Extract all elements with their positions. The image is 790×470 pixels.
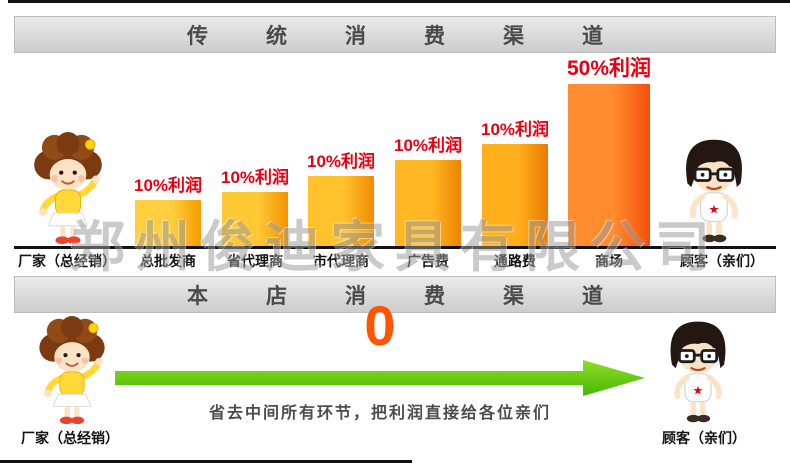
zero-profit-label: 0	[364, 294, 396, 357]
bar-profit-label: 10%利润	[306, 152, 376, 172]
store-factory-label: 厂家（总经销）	[21, 430, 119, 446]
axis-label-factory: 厂家（总经销）	[18, 253, 116, 269]
top-border-line	[8, 0, 790, 3]
axis-label-step: 通路费	[494, 253, 536, 269]
axis-label-step: 总批发商	[140, 253, 196, 269]
bar-profit-label: 10%利润	[393, 136, 463, 156]
bar-profit-label: 10%利润	[480, 120, 550, 140]
axis-label-customer: 顾客（亲们）	[680, 253, 764, 269]
arrow-caption-text: 省去中间所有环节，把利润直接给各位亲们	[208, 405, 551, 422]
bottom-border-line	[0, 460, 412, 463]
axis-label-step: 广告费	[407, 253, 449, 269]
store-customer-label: 顾客（亲们）	[662, 430, 746, 446]
bar	[568, 84, 650, 246]
axis-label-step: 市代理商	[313, 253, 369, 269]
axis-line	[14, 246, 776, 249]
factory-character-illustration	[18, 132, 118, 246]
bar	[222, 192, 288, 246]
bar-profit-label: 10%利润	[220, 168, 290, 188]
bar-item-channel-fee: 10%利润	[480, 120, 550, 246]
bar-profit-label: 50%利润	[566, 56, 652, 80]
bar	[135, 200, 201, 246]
axis-label-step: 省代理商	[227, 253, 283, 269]
axis-label-step: 商场	[595, 253, 623, 269]
store-header-text: 本店消费渠道	[187, 284, 661, 308]
customer-character-illustration	[650, 316, 746, 426]
bar-item-city-agent: 10%利润	[306, 152, 376, 246]
bar	[395, 160, 461, 246]
traditional-channel-header: 传统消费渠道	[14, 16, 776, 53]
green-arrow	[115, 360, 645, 396]
bar-item-province-agent: 10%利润	[220, 168, 290, 246]
bar-item-advertising: 10%利润	[393, 136, 463, 246]
bar	[482, 144, 548, 246]
customer-character-illustration	[666, 134, 762, 246]
factory-character-illustration	[22, 316, 122, 426]
store-channel-header: 本店消费渠道	[14, 276, 776, 313]
traditional-header-text: 传统消费渠道	[187, 24, 661, 48]
bar-item-wholesaler: 10%利润	[133, 176, 203, 246]
bar-profit-label: 10%利润	[133, 176, 203, 196]
bar	[308, 176, 374, 246]
bar-item-mall: 50%利润	[566, 56, 652, 246]
